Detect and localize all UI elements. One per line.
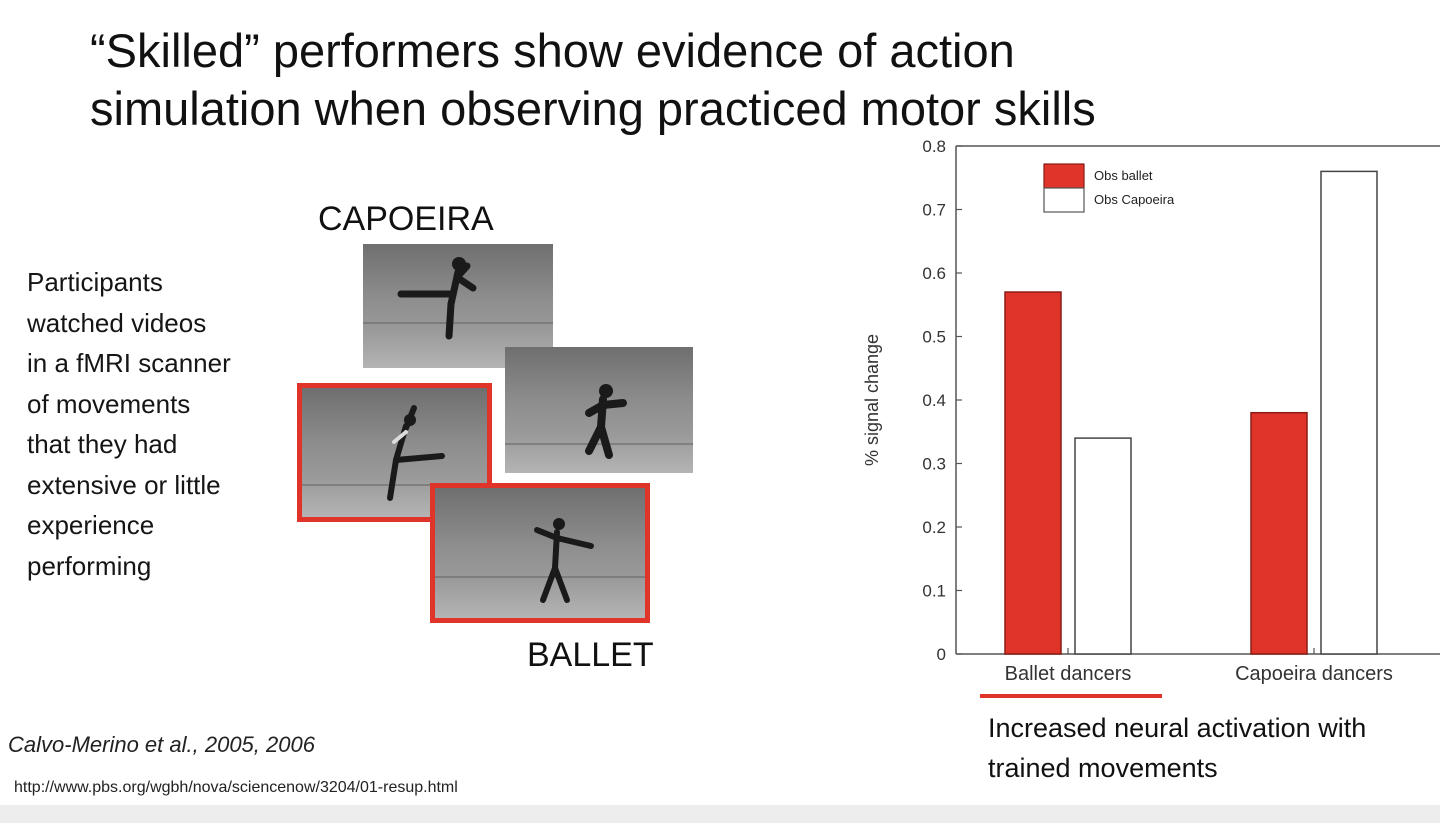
y-tick-label: 0.5 bbox=[922, 328, 946, 347]
citation: Calvo-Merino et al., 2005, 2006 bbox=[8, 732, 315, 757]
legend-swatch bbox=[1043, 187, 1085, 213]
chart-caption: Increased neural activation with trained… bbox=[988, 708, 1438, 788]
x-tick-label: Ballet dancers bbox=[1005, 663, 1132, 685]
source-url[interactable]: http://www.pbs.org/wgbh/nova/sciencenow/… bbox=[14, 779, 458, 796]
bottom-band bbox=[0, 805, 1440, 823]
legend-swatch bbox=[1043, 163, 1085, 189]
dancer-figure-icon bbox=[387, 405, 445, 501]
title-line-1: “Skilled” performers show evidence of ac… bbox=[90, 24, 1015, 77]
x-tick-label: Capoeira dancers bbox=[1235, 663, 1393, 685]
y-tick-label: 0.1 bbox=[922, 582, 946, 601]
description-line: experience bbox=[27, 510, 155, 540]
y-tick-label: 0.7 bbox=[922, 201, 946, 220]
y-tick-label: 0.8 bbox=[922, 137, 946, 156]
description-text: Participants watched videos in a fMRI sc… bbox=[27, 262, 287, 586]
y-tick-label: 0.4 bbox=[922, 391, 946, 410]
description-line: that they had bbox=[27, 429, 178, 459]
bar-obs-ballet-1 bbox=[1250, 411, 1308, 655]
title-line-2: simulation when observing practiced moto… bbox=[90, 82, 1096, 135]
y-tick-label: 0 bbox=[937, 645, 946, 664]
bar-obs-capoeira-0 bbox=[1074, 437, 1132, 655]
y-axis-label: % signal change bbox=[862, 334, 882, 466]
bar-obs-capoeira-1 bbox=[1320, 170, 1378, 655]
capoeira-photo-stance bbox=[505, 347, 693, 473]
y-tick-label: 0.2 bbox=[922, 518, 946, 537]
dancer-figure-icon bbox=[585, 384, 627, 459]
description-line: watched videos bbox=[27, 307, 207, 338]
description-line: extensive or little bbox=[27, 469, 221, 500]
bar-chart: 0 0.1 0.2 0.3 0.4 0.5 0.6 0.7 0.8 % signal change… bbox=[862, 137, 1440, 685]
y-tick-label: 0.3 bbox=[922, 455, 946, 474]
legend-label: Obs Capoeira bbox=[1094, 192, 1175, 207]
ballet-photo-pose bbox=[430, 483, 650, 623]
description-line: in a fMRI scanner bbox=[27, 348, 231, 378]
slide-title: “Skilled” performers show evidence of ac… bbox=[90, 22, 1290, 138]
legend-label: Obs ballet bbox=[1094, 168, 1153, 183]
caption-line: Increased neural activation with bbox=[988, 713, 1367, 743]
bar-obs-ballet-0 bbox=[1004, 291, 1062, 655]
dancer-figure-icon bbox=[397, 257, 477, 340]
description-line: Participants bbox=[27, 267, 163, 297]
ballet-label: BALLET bbox=[527, 636, 654, 674]
ballet-photo-arabesque bbox=[297, 383, 492, 522]
description-line: of movements bbox=[27, 388, 191, 419]
dancer-figure-icon bbox=[534, 518, 594, 603]
description-line: performing bbox=[27, 550, 152, 581]
capoeira-label: CAPOEIRA bbox=[318, 200, 494, 238]
y-tick-label: 0.6 bbox=[922, 264, 946, 283]
ballet-dancers-underline bbox=[980, 694, 1162, 698]
caption-line: trained movements bbox=[988, 753, 1218, 783]
